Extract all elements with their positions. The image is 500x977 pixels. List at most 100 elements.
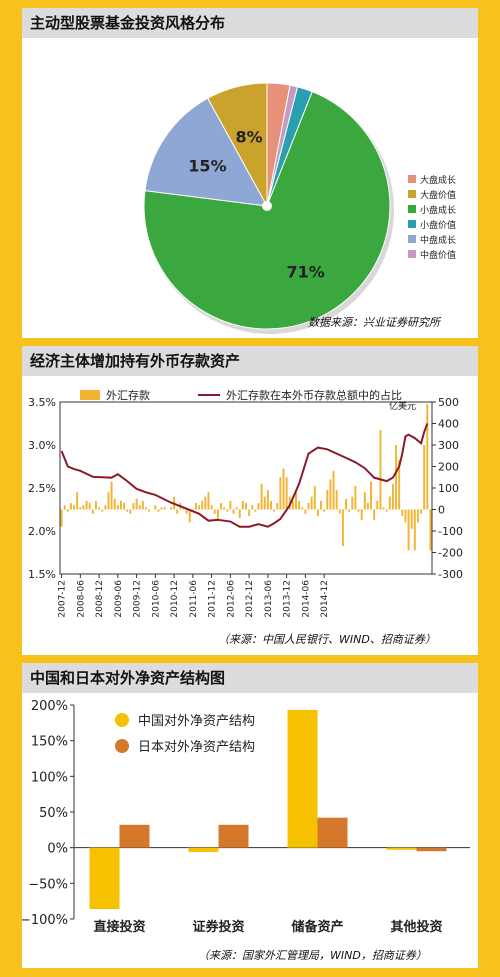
legend-label: 中盘成长	[420, 234, 456, 246]
legend-label: 小盘价值	[420, 219, 456, 231]
y-right-unit: 亿美元	[389, 400, 416, 412]
fx-bar	[395, 445, 398, 510]
fx-bar	[348, 509, 351, 512]
legend-label-bar: 外汇存款	[106, 388, 150, 402]
x-tick-label: 2012-06	[226, 580, 236, 618]
y-tick-label: 100%	[31, 770, 68, 785]
y-right-tick: 300	[438, 439, 459, 452]
x-tick-label: 2007-12	[58, 580, 68, 618]
fx-bar	[79, 507, 82, 510]
y-tick-label: 0%	[47, 842, 68, 857]
fx-bar	[404, 509, 407, 523]
fx-bar	[73, 505, 76, 510]
fx-bar	[138, 505, 141, 510]
fx-bar	[116, 505, 119, 510]
jp-bar	[416, 847, 447, 852]
y-right-tick: 100	[438, 482, 459, 495]
y-left-tick: 3.0%	[28, 439, 56, 452]
pie-label: 15%	[188, 157, 226, 176]
pie-center-dot	[262, 201, 272, 211]
fx-bar	[119, 500, 122, 510]
fx-bar	[213, 509, 216, 514]
fx-chart: 3.5% 3.0% 2.5% 2.0% 1.5% 500 400 300 200 100 0 -100…	[28, 388, 463, 618]
category-label: 储备资产	[290, 919, 343, 935]
legend-swatch	[408, 190, 416, 198]
fx-bar	[229, 500, 232, 510]
fx-bar	[301, 507, 304, 510]
fx-bar	[63, 505, 66, 510]
cn-bar	[287, 709, 318, 848]
fx-bar	[232, 509, 235, 514]
x-tick-label: 2010-06	[151, 580, 161, 618]
nfa-source: （来源：国家外汇管理局，WIND，招商证券）	[198, 949, 427, 962]
y-right-tick: -100	[438, 525, 463, 538]
fx-bar	[104, 505, 107, 510]
fx-bar	[238, 509, 241, 519]
fx-bar	[88, 503, 91, 510]
fx-bar	[235, 507, 238, 510]
fx-bar	[98, 507, 101, 510]
fx-bar	[345, 498, 348, 510]
legend-swatch	[408, 250, 416, 258]
fx-bar	[141, 500, 144, 510]
fx-bar	[135, 498, 138, 510]
y-left-tick: 1.5%	[28, 568, 56, 581]
y-tick-label: 50%	[39, 806, 68, 821]
fx-bar	[263, 496, 266, 510]
legend-label: 大盘成长	[420, 174, 456, 186]
jp-bar	[218, 824, 249, 848]
nfa-panel: 中国和日本对外净资产结构图 200% 150% 100% 50% 0% −50% −100%…	[22, 663, 478, 968]
legend-swatch	[408, 220, 416, 228]
fx-bar	[423, 445, 426, 510]
fx-bar	[195, 503, 197, 510]
fx-bar	[176, 509, 179, 514]
fx-bar	[366, 503, 369, 510]
fx-bar	[185, 509, 188, 514]
fx-bar	[69, 503, 72, 510]
fx-bar	[376, 500, 379, 510]
fx-bar	[320, 500, 322, 510]
fx-bar	[335, 490, 338, 510]
fx-bar	[398, 460, 401, 510]
fx-bar	[313, 485, 316, 510]
x-tick-label: 2014-12	[320, 580, 330, 618]
fx-bar	[220, 503, 222, 510]
x-tick-label: 2012-12	[245, 580, 255, 618]
fx-bar	[266, 490, 269, 510]
y-left-tick: 2.0%	[28, 525, 56, 538]
x-tick-label: 2009-12	[133, 580, 143, 618]
y-tick-label: 150%	[31, 735, 68, 750]
y-left-tick: 3.5%	[28, 396, 56, 409]
category-label: 证券投资	[192, 919, 244, 935]
fx-bar	[160, 507, 163, 510]
fx-ratio-line	[60, 423, 429, 528]
pie-panel: 主动型股票基金投资风格分布 71% 15% 8% 大盘成长 大盘价值 小盘成长 小盘价值 中盘…	[22, 8, 478, 338]
fx-bar	[245, 503, 247, 510]
fx-bar	[379, 429, 382, 510]
fx-source: （来源：中国人民银行、WIND、招商证券）	[218, 633, 436, 646]
fx-bar	[126, 509, 129, 512]
fx-bar	[210, 505, 213, 510]
fx-bar	[129, 509, 132, 514]
y-right-tick: 0	[438, 504, 445, 517]
fx-bar	[316, 509, 319, 516]
fx-bar	[354, 485, 357, 510]
fx-bar	[91, 509, 94, 514]
fx-bar	[357, 509, 360, 512]
y-tick-label: −100%	[22, 913, 68, 928]
fx-panel: 经济主体增加持有外币存款资产 3.5% 3.0% 2.5% 2.0% 1.5% 500 40…	[22, 346, 478, 655]
fx-bar	[373, 509, 376, 521]
fx-bar	[163, 507, 166, 510]
fx-bar	[332, 470, 335, 510]
fx-bar	[257, 503, 260, 510]
y-tick-label: 200%	[31, 699, 68, 714]
legend-swatch	[408, 235, 416, 243]
pie-source: 数据来源：兴业证券研究所	[308, 316, 440, 329]
fx-bar	[388, 496, 391, 510]
fx-bar	[413, 509, 416, 551]
fx-bar	[201, 500, 204, 510]
nfa-chart: 200% 150% 100% 50% 0% −50% −100% 直接投资 证券投资 储备资产 其他…	[22, 699, 470, 935]
fx-bar	[107, 492, 110, 510]
fx-bar	[188, 509, 191, 523]
fx-bar	[110, 481, 113, 510]
